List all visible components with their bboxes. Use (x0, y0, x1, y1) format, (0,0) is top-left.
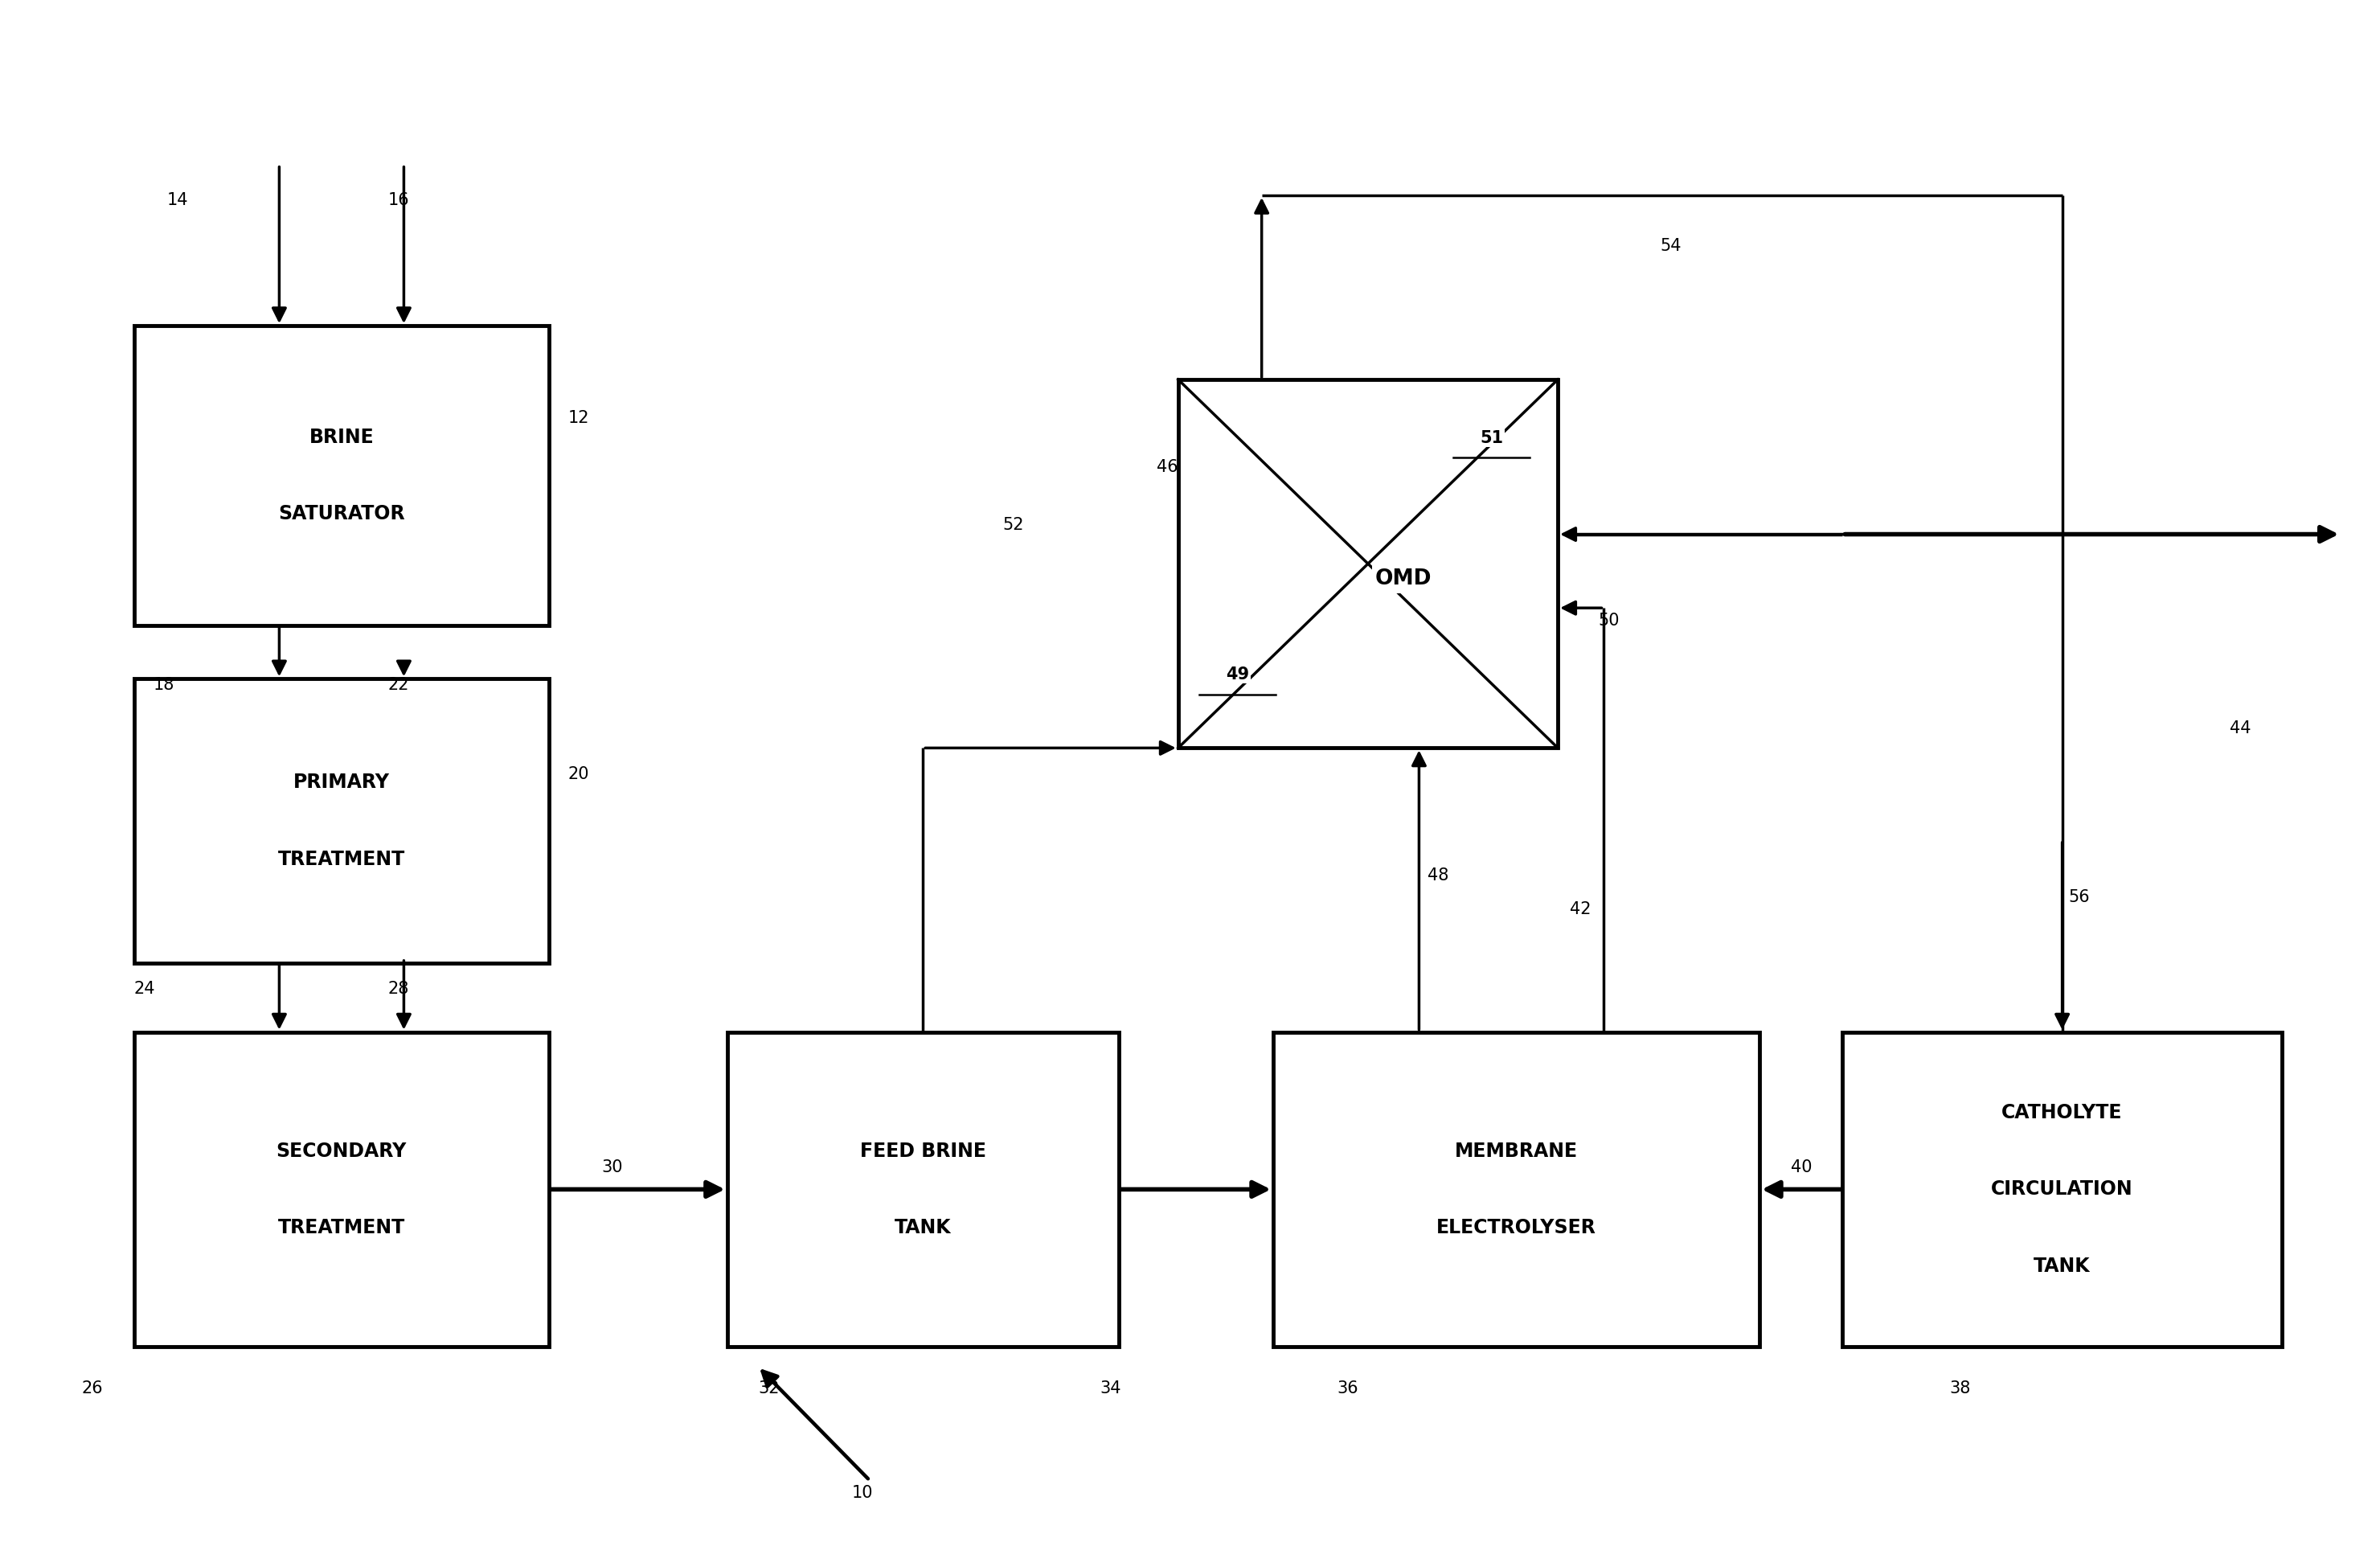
Text: MEMBRANE: MEMBRANE (1454, 1141, 1578, 1161)
Text: 32: 32 (759, 1380, 778, 1396)
Bar (133, 1032, 550, 1346)
Text: 22: 22 (388, 677, 409, 692)
Text: 52: 52 (1002, 517, 1023, 534)
Text: 51: 51 (1480, 430, 1504, 446)
Text: 49: 49 (1226, 666, 1250, 682)
Text: ELECTROLYSER: ELECTROLYSER (1438, 1218, 1597, 1237)
Bar (728, 1032, 1119, 1346)
Bar (1842, 1032, 2282, 1346)
Text: TREATMENT: TREATMENT (278, 850, 405, 870)
Text: 12: 12 (569, 410, 590, 426)
Text: CATHOLYTE: CATHOLYTE (2002, 1103, 2123, 1123)
Bar (1273, 1032, 1759, 1346)
Text: TREATMENT: TREATMENT (278, 1218, 405, 1237)
Bar (133, 678, 550, 962)
Text: 34: 34 (1100, 1380, 1121, 1396)
Text: 20: 20 (569, 766, 590, 782)
Text: OMD: OMD (1376, 569, 1433, 589)
Bar (1178, 379, 1559, 748)
Text: FEED BRINE: FEED BRINE (859, 1141, 985, 1161)
Text: SATURATOR: SATURATOR (278, 504, 405, 523)
Text: 26: 26 (81, 1380, 102, 1396)
Text: 54: 54 (1659, 237, 1680, 254)
Text: 38: 38 (1949, 1380, 1971, 1396)
Text: PRIMARY: PRIMARY (293, 773, 390, 793)
Text: BRINE: BRINE (309, 427, 374, 447)
Text: 24: 24 (133, 981, 155, 998)
Text: 36: 36 (1338, 1380, 1359, 1396)
Text: 18: 18 (152, 677, 174, 692)
Text: 30: 30 (602, 1160, 624, 1175)
Text: 14: 14 (167, 191, 188, 208)
Text: 50: 50 (1599, 612, 1618, 629)
Text: 46: 46 (1157, 460, 1178, 475)
Text: 42: 42 (1571, 901, 1590, 917)
Text: 28: 28 (388, 981, 409, 998)
Text: TANK: TANK (895, 1218, 952, 1237)
Text: TANK: TANK (2035, 1257, 2090, 1275)
Text: 48: 48 (1428, 867, 1449, 884)
Text: 56: 56 (2068, 888, 2090, 905)
Text: 16: 16 (388, 191, 409, 208)
Text: 10: 10 (852, 1485, 873, 1500)
Text: SECONDARY: SECONDARY (276, 1141, 407, 1161)
Text: CIRCULATION: CIRCULATION (1992, 1180, 2132, 1200)
Bar (133, 325, 550, 625)
Text: 40: 40 (1790, 1160, 1811, 1175)
Text: 44: 44 (2230, 720, 2251, 736)
